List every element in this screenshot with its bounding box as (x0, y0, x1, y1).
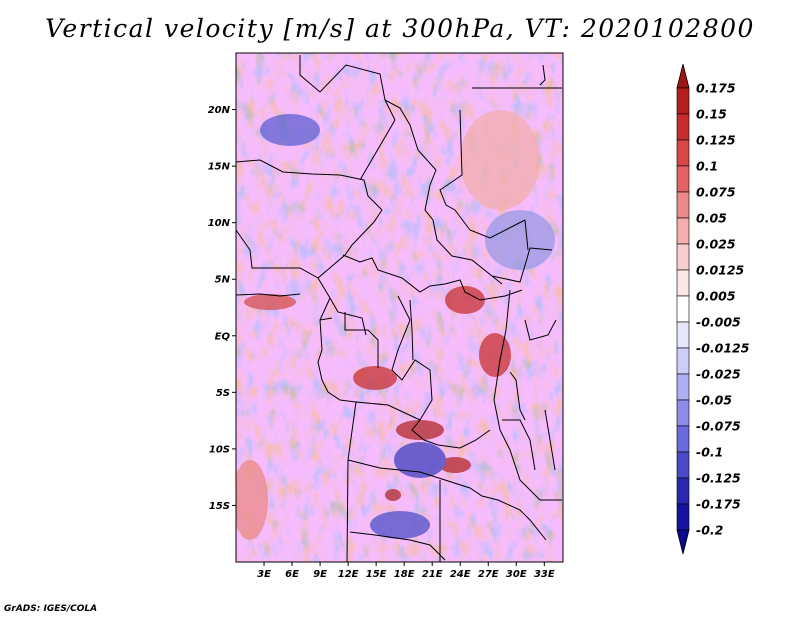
colorbar-segment (676, 399, 690, 427)
country-borders (236, 55, 562, 562)
colorbar-bottom-arrow (676, 529, 690, 555)
colorbar-label: -0.005 (696, 315, 741, 330)
colorbar-label: -0.175 (696, 497, 741, 512)
colorbar-label: 0.175 (696, 81, 736, 96)
chart-title: Vertical velocity [m/s] at 300hPa, VT: 2… (45, 14, 755, 43)
colorbar-label: 0.075 (696, 185, 736, 200)
lon-tick-label: 12E (338, 569, 359, 580)
lat-tick-label: EQ (215, 331, 231, 342)
lat-tick-label: 5N (215, 275, 231, 286)
colorbar-label: 0.125 (696, 133, 736, 148)
colorbar-label: -0.2 (696, 523, 723, 538)
colorbar-segment (676, 425, 690, 453)
colorbar-label: -0.1 (696, 445, 723, 460)
colorbar-segment (676, 87, 690, 115)
colorbar-label: 0.025 (696, 237, 736, 252)
lon-tick-label: 18E (394, 569, 415, 580)
map-frame (235, 52, 564, 563)
colorbar: 0.175 0.15 0.125 0.1 0.075 0.05 0.025 0.0125 0.0… (676, 63, 750, 555)
grads-credit: GrADS: IGES/COLA (4, 604, 98, 614)
lon-tick-label: 6E (285, 569, 299, 580)
lon-tick-label: 30E (506, 569, 527, 580)
colorbar-segment (676, 165, 690, 193)
colorbar-segment (676, 295, 690, 323)
map-hotspots (236, 110, 555, 540)
colorbar-label: -0.075 (696, 419, 741, 434)
colorbar-label: 0.1 (696, 159, 718, 174)
colorbar-label: -0.05 (696, 393, 732, 408)
colorbar-label: 0.0125 (696, 263, 745, 278)
colorbar-segment (676, 347, 690, 375)
lon-tick-label: 3E (257, 569, 271, 580)
lon-axis: 3E 6E 9E 12E 15E 18E 21E 24E 27E 30E 33E (257, 562, 555, 580)
colorbar-segment (676, 503, 690, 531)
colorbar-segment (676, 139, 690, 167)
colorbar-segment (676, 321, 690, 349)
colorbar-label: -0.125 (696, 471, 741, 486)
colorbar-label: -0.0125 (696, 341, 750, 356)
colorbar-segment (676, 243, 690, 271)
colorbar-top-arrow (676, 63, 690, 89)
colorbar-label: 0.15 (696, 107, 727, 122)
lon-tick-label: 27E (478, 569, 499, 580)
lon-tick-label: 33E (534, 569, 555, 580)
lat-tick-label: 10N (208, 218, 231, 229)
colorbar-segment (676, 269, 690, 297)
colorbar-segment (676, 373, 690, 401)
colorbar-label: -0.025 (696, 367, 741, 382)
lon-tick-label: 15E (366, 569, 387, 580)
colorbar-label: 0.005 (696, 289, 736, 304)
lon-tick-label: 21E (422, 569, 443, 580)
lat-tick-label: 15S (209, 501, 230, 512)
colorbar-segment (676, 113, 690, 141)
lat-axis: 20N 15N 10N 5N EQ 5S 10S 15S (208, 105, 236, 512)
lon-tick-label: 24E (450, 569, 471, 580)
colorbar-segment (676, 451, 690, 479)
colorbar-segment (676, 217, 690, 245)
lat-tick-label: 15N (208, 162, 231, 173)
lat-tick-label: 5S (216, 388, 230, 399)
lat-tick-label: 20N (208, 105, 231, 116)
colorbar-segment (676, 191, 690, 219)
lat-tick-label: 10S (209, 444, 230, 455)
colorbar-segment (676, 477, 690, 505)
colorbar-label: 0.05 (696, 211, 727, 226)
lon-tick-label: 9E (313, 569, 327, 580)
map-field (236, 53, 563, 562)
